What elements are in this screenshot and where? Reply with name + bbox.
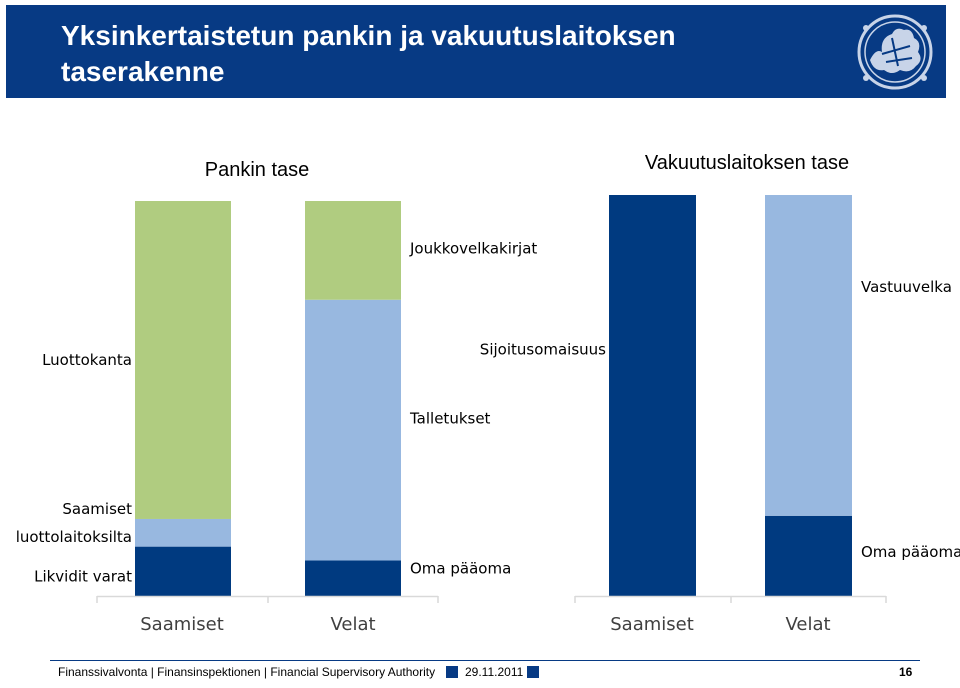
category-label-0-0: Saamiset [140,614,224,635]
segment-label-0-0: Luottokanta [42,351,132,369]
segment-label-0-2: luottolaitoksilta [16,528,132,546]
footer-square-right [527,666,539,678]
bar-segment-0-4-1 [305,299,401,561]
segment-label-0-4: Joukkovelkakirjat [409,239,537,257]
segment-label-0-5: Talletukset [409,409,491,427]
segment-label-1-0: Sijoitusomaisuus [480,340,606,358]
segment-label-0-1: Saamiset [62,500,132,518]
chart-title-1: Vakuutuslaitoksen tase [645,152,849,174]
bar-segment-0-2-0 [135,201,231,519]
segment-label-0-6: Oma pääoma [410,559,511,577]
footer-page-number: 16 [899,665,913,679]
footer-square-left [446,666,458,678]
chart-title-0: Pankin tase [205,159,310,181]
category-label-0-1: Velat [330,614,375,635]
bar-segment-1-1-1 [765,515,852,596]
title-banner: Yksinkertaistetun pankin ja vakuutuslait… [6,5,946,98]
footer-organization: Finanssivalvonta | Finansinspektionen | … [58,665,436,679]
segment-label-1-2: Oma pääoma [861,543,960,561]
slide-title: Yksinkertaistetun pankin ja vakuutuslait… [61,20,676,87]
category-label-1-0: Saamiset [610,614,694,635]
category-label-1-1: Velat [785,614,830,635]
bar-segment-0-0-0 [135,546,231,596]
segment-label-1-1: Vastuuvelka [861,278,952,296]
bar-segment-0-1-0 [135,518,231,547]
bar-segment-0-3-1 [305,560,401,596]
footer-date: 29.11.2011 [465,665,524,679]
lion-coat-of-arms-icon [857,14,933,90]
footer-divider [50,660,920,661]
segment-label-0-3: Likvidit varat [34,567,132,585]
bar-segment-0-5-1 [305,201,401,300]
bar-segment-1-2-1 [765,195,852,516]
bar-segment-1-0-0 [609,195,696,596]
